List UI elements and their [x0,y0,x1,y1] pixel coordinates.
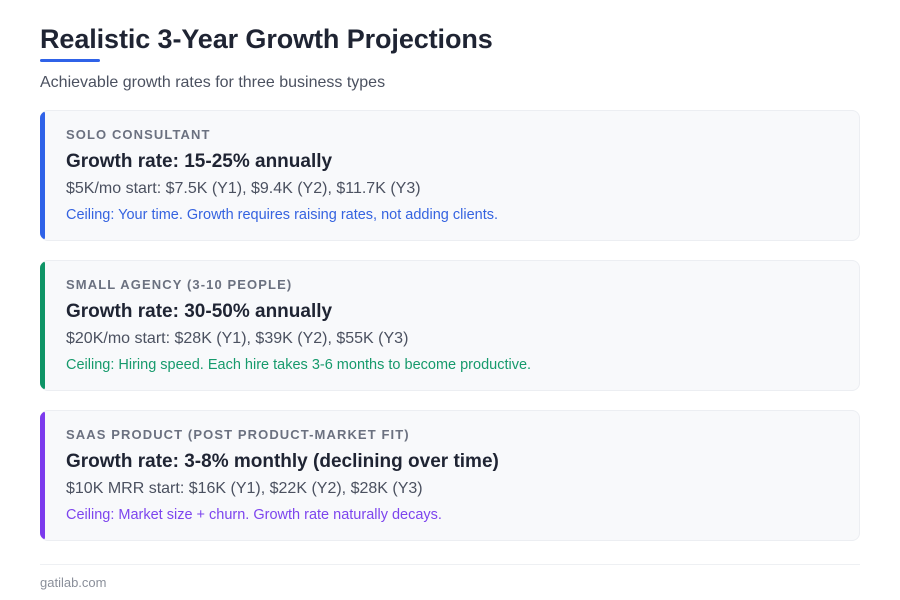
card-label: SOLO CONSULTANT [66,127,211,142]
footer-divider [40,564,860,565]
card-ceiling: Ceiling: Market size + churn. Growth rat… [66,507,442,523]
page-title: Realistic 3-Year Growth Projections [40,24,493,54]
card-accent-bar [40,261,45,390]
card-ceiling: Ceiling: Hiring speed. Each hire takes 3… [66,357,532,373]
card-detail: $5K/mo start: $7.5K (Y1), $9.4K (Y2), $1… [66,180,421,197]
card-accent-bar [40,411,45,540]
card-detail: $10K MRR start: $16K (Y1), $22K (Y2), $2… [66,480,423,497]
card-label: SAAS PRODUCT (POST PRODUCT-MARKET FIT) [66,427,410,442]
page-subtitle: Achievable growth rates for three busine… [40,74,386,91]
card-heading: Growth rate: 15-25% annually [66,151,333,172]
card-small-agency: SMALL AGENCY (3-10 PEOPLE) Growth rate: … [40,260,860,391]
card-label: SMALL AGENCY (3-10 PEOPLE) [66,277,293,292]
card-detail: $20K/mo start: $28K (Y1), $39K (Y2), $55… [66,330,409,347]
card-heading: Growth rate: 3-8% monthly (declining ove… [66,451,499,472]
card-heading: Growth rate: 30-50% annually [66,301,333,322]
title-underline [40,59,100,62]
card-ceiling: Ceiling: Your time. Growth requires rais… [66,207,498,223]
card-saas-product: SAAS PRODUCT (POST PRODUCT-MARKET FIT) G… [40,410,860,541]
footer-source: gatilab.com [40,575,107,590]
card-solo-consultant: SOLO CONSULTANT Growth rate: 15-25% annu… [40,110,860,241]
card-accent-bar [40,111,45,240]
